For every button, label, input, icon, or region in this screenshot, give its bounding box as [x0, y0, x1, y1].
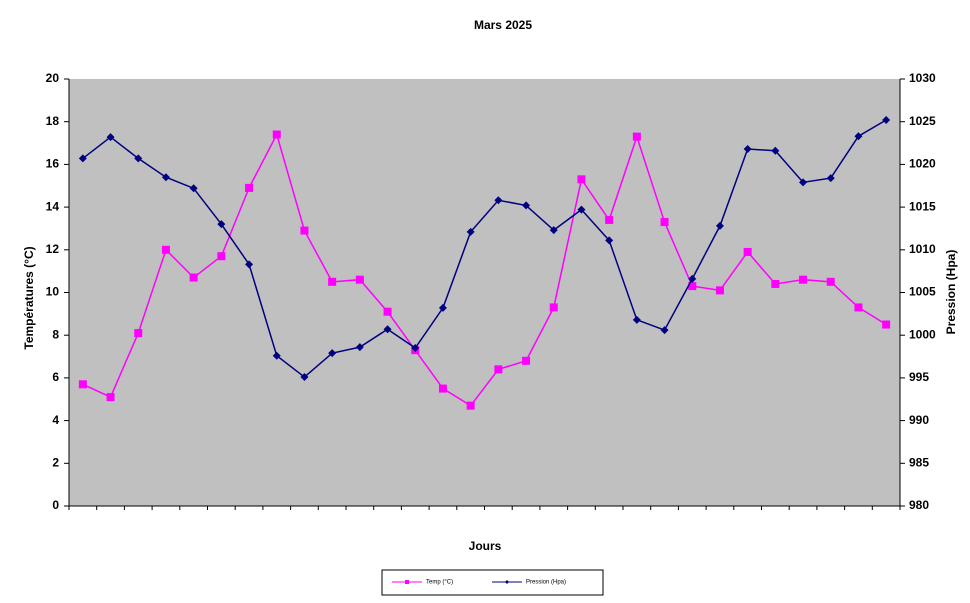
marker: [217, 220, 226, 229]
y-tick-label: 8: [52, 327, 59, 341]
y-tick-label: 18: [46, 114, 60, 128]
marker: [189, 184, 198, 193]
marker: [882, 115, 891, 124]
marker: [438, 384, 447, 393]
y-tick-label: 2: [52, 455, 59, 469]
marker: [549, 226, 558, 235]
marker: [771, 146, 780, 155]
marker: [826, 277, 835, 286]
marker: [605, 236, 614, 245]
marker: [245, 260, 254, 269]
x-axis-label: Jours: [469, 539, 502, 553]
marker: [577, 175, 586, 184]
marker: [300, 226, 309, 235]
marker: [882, 320, 891, 329]
legend-label: Temp (°C): [426, 580, 453, 586]
y2-tick-label: 990: [909, 413, 929, 427]
marker: [355, 275, 364, 284]
y2-tick-label: 985: [909, 455, 929, 469]
marker: [466, 401, 475, 410]
y-tick-label: 12: [46, 242, 60, 256]
marker: [134, 154, 143, 163]
y-tick-label: 10: [46, 285, 60, 299]
marker: [660, 218, 669, 227]
marker: [799, 178, 808, 187]
marker: [466, 227, 475, 236]
y2-tick-label: 1030: [909, 71, 936, 85]
legend-marker: [405, 580, 409, 584]
marker: [383, 307, 392, 316]
marker: [522, 356, 531, 365]
marker: [771, 279, 780, 288]
marker: [826, 174, 835, 183]
y2-axis-label: Pression (Hpa): [944, 250, 958, 335]
marker: [106, 133, 115, 142]
marker: [78, 380, 87, 389]
legend-marker: [505, 580, 509, 584]
marker: [660, 326, 669, 335]
marker: [328, 277, 337, 286]
marker: [688, 274, 697, 283]
marker: [799, 275, 808, 284]
y2-tick-label: 1000: [909, 327, 936, 341]
marker: [272, 130, 281, 139]
y2-tick-label: 1015: [909, 199, 936, 213]
marker: [743, 247, 752, 256]
marker: [134, 329, 143, 338]
marker: [549, 303, 558, 312]
marker: [355, 343, 364, 352]
y2-tick-label: 1025: [909, 114, 936, 128]
y-tick-label: 4: [52, 413, 59, 427]
marker: [494, 365, 503, 374]
marker: [300, 373, 309, 382]
y2-tick-label: 995: [909, 370, 929, 384]
marker: [854, 303, 863, 312]
marker: [161, 173, 170, 182]
y-tick-label: 16: [46, 157, 60, 171]
marker: [605, 215, 614, 224]
y-axis-label: Températures (°C): [22, 246, 36, 349]
y2-tick-label: 1020: [909, 157, 936, 171]
y-tick-label: 6: [52, 370, 59, 384]
y-tick-label: 0: [52, 498, 59, 512]
y2-tick-label: 980: [909, 498, 929, 512]
marker: [715, 286, 724, 295]
y2-tick-label: 1010: [909, 242, 936, 256]
marker: [438, 303, 447, 312]
marker: [106, 393, 115, 402]
legend-label: Pression (Hpa): [526, 580, 566, 586]
marker: [217, 252, 226, 261]
y2-tick-label: 1005: [909, 285, 936, 299]
chart-title: Mars 2025: [474, 18, 532, 32]
marker: [189, 273, 198, 282]
y-tick-label: 20: [46, 71, 60, 85]
marker: [383, 325, 392, 334]
marker: [854, 132, 863, 141]
plot-area: [69, 79, 900, 506]
marker: [245, 183, 254, 192]
marker: [411, 344, 420, 353]
marker: [328, 349, 337, 358]
marker: [632, 132, 641, 141]
marker: [494, 196, 503, 205]
marker: [715, 221, 724, 230]
marker: [577, 205, 586, 214]
series-line: [82, 132, 887, 407]
marker: [688, 282, 697, 291]
y-tick-label: 14: [46, 199, 60, 213]
marker: [161, 245, 170, 254]
marker: [632, 315, 641, 324]
marker: [272, 351, 281, 360]
marker: [78, 154, 87, 163]
marker: [522, 201, 531, 210]
marker: [743, 145, 752, 154]
series-line: [82, 119, 887, 379]
